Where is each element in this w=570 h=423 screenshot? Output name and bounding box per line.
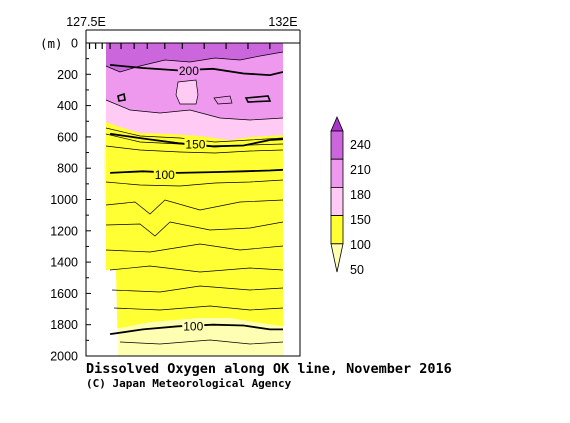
colorbar-segment — [330, 215, 344, 245]
closed-contours — [117, 92, 272, 103]
section-field — [86, 43, 283, 356]
y-tick-label: 800 — [57, 162, 78, 176]
no-data-wedge — [86, 43, 118, 356]
bold-contours — [109, 64, 283, 335]
contour-label: 150 — [185, 138, 205, 152]
band-150-180-intrusion — [176, 80, 198, 104]
y-axis-unit: (m) — [40, 36, 63, 51]
contour-200-0 — [110, 64, 283, 77]
y-tick-label: 0 — [71, 37, 78, 51]
contour-label-bg — [182, 319, 205, 333]
colorbar-segment — [330, 158, 344, 188]
contour-100-2 — [110, 168, 283, 174]
contour-150-1 — [109, 132, 283, 148]
colorbar-segment — [330, 186, 344, 216]
y-axis: 0 200 400 600 800 1000 1200 1400 1600 1800 2000 — [50, 37, 91, 364]
contour-labels: 200 150 100 100 — [153, 64, 207, 333]
contour-label-bg — [177, 64, 200, 78]
colorbar-label: 100 — [350, 238, 371, 252]
band-150-180 — [106, 100, 283, 140]
y-tick-label: 1400 — [50, 256, 78, 270]
colorbar-bottom-triangle — [330, 243, 344, 273]
contour-label: 200 — [179, 64, 199, 78]
contour-label-bg — [184, 137, 207, 151]
x-tick-label: 127.5E — [66, 15, 106, 29]
y-tick-label: 1800 — [50, 318, 78, 332]
y-tick-label: 1000 — [50, 193, 78, 207]
colorbar-label: 210 — [350, 163, 371, 177]
contour-label: 100 — [183, 319, 203, 333]
y-tick-label: 200 — [57, 68, 78, 82]
y-tick-label: 1200 — [50, 224, 78, 238]
x-tick-label: 132E — [268, 15, 297, 29]
band-100-150-deep — [106, 138, 283, 330]
colorbar-label: 150 — [350, 213, 371, 227]
contour-label: 100 — [155, 168, 175, 182]
colorbar-label: 180 — [350, 188, 371, 202]
contour-100-3 — [109, 323, 283, 335]
colorbar-top-triangle — [330, 115, 344, 132]
y-tick-label: 1600 — [50, 287, 78, 301]
colorbar: 240 210 180 150 100 50 — [330, 115, 371, 277]
y-tick-label: 600 — [57, 130, 78, 144]
no-data-strip — [283, 43, 300, 356]
chart-title: Dissolved Oxygen along OK line, November… — [86, 361, 452, 377]
y-tick-label: 2000 — [50, 350, 78, 364]
y-tick-label: 400 — [57, 99, 78, 113]
colorbar-segment — [330, 130, 344, 160]
credit-text: (C) Japan Meteorological Agency — [86, 377, 292, 390]
x-axis-top: 127.5E 132E — [66, 15, 301, 49]
colorbar-label: 240 — [350, 138, 371, 152]
band-210-240 — [106, 43, 283, 72]
contour-label-bg — [153, 168, 176, 182]
colorbar-label: 50 — [350, 263, 364, 277]
thin-contours — [105, 51, 283, 345]
